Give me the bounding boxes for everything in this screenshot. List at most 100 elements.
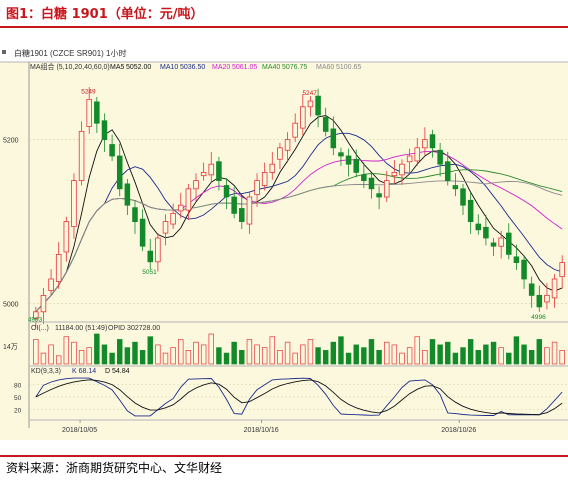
candle-body — [300, 106, 306, 129]
candle-body — [345, 155, 352, 165]
candle-body — [239, 208, 245, 222]
candle — [498, 230, 504, 259]
volume-bar — [391, 344, 398, 365]
candle — [284, 132, 291, 163]
volume-bar — [48, 344, 54, 365]
candle — [216, 156, 222, 191]
volume-bar — [170, 347, 176, 365]
candle-body — [116, 155, 123, 190]
volume-bar — [490, 341, 497, 365]
candle — [437, 142, 443, 177]
volume-bar — [506, 352, 512, 365]
kd-tick-label: 20 — [14, 408, 22, 415]
volume-bar — [284, 341, 291, 365]
candle-body — [399, 163, 405, 176]
candle — [124, 178, 131, 216]
candle — [368, 173, 375, 199]
candle-body — [216, 161, 222, 181]
candle-body — [490, 242, 497, 247]
candle-body — [536, 294, 543, 308]
candle — [40, 288, 47, 325]
candle — [55, 242, 62, 289]
candle — [338, 147, 344, 166]
candle — [86, 87, 92, 134]
candle — [330, 116, 337, 156]
volume-bar — [521, 344, 527, 365]
price-grid — [29, 139, 568, 304]
volume-bar — [528, 350, 535, 365]
source-rule — [0, 455, 568, 457]
candle-body — [452, 185, 459, 190]
volume-panel-label: OI(...) — [31, 325, 49, 332]
candle — [460, 183, 466, 216]
candle-body — [94, 101, 100, 124]
ma60-legend: MA60 — [316, 64, 334, 71]
candle-body — [368, 177, 375, 190]
kd-lines — [35, 377, 563, 417]
candle-body — [277, 147, 283, 160]
candle-body — [383, 180, 390, 198]
candle-body — [513, 256, 520, 264]
candle — [170, 203, 176, 229]
volume-bar — [147, 336, 153, 365]
candle — [239, 196, 245, 229]
date-tick-label: 2018/10/26 — [441, 427, 476, 434]
kd-tick-label: 80 — [14, 382, 22, 389]
candle-body — [376, 193, 382, 198]
volume-bar — [513, 336, 520, 365]
candle — [559, 255, 565, 289]
volume-bar — [269, 336, 276, 365]
candle-body — [223, 185, 230, 198]
opid-value: OPID 302728.00 — [108, 325, 160, 332]
source-note: 资料来源：浙商期货研究中心、文华财经 — [6, 461, 223, 475]
volume-bar — [338, 336, 344, 365]
volume-bar — [239, 350, 245, 365]
toolbar-icons[interactable] — [2, 50, 6, 54]
candle-body — [63, 221, 70, 253]
d-line — [35, 379, 563, 416]
candle-body — [284, 139, 291, 151]
volume-bar — [132, 341, 138, 365]
candle-body — [406, 155, 413, 163]
price-axis: 5200 5000 — [3, 138, 19, 309]
candle-body — [391, 171, 398, 177]
chart-area: 白糖1901 (CZCE SR901) 1小时 MA组合 (5,10,20,40… — [0, 40, 568, 440]
volume-bar — [353, 344, 359, 365]
candle-body — [559, 262, 565, 277]
candle — [94, 96, 100, 134]
price-annotation: 4996 — [531, 314, 546, 321]
candle — [345, 148, 352, 177]
candle — [414, 137, 421, 166]
candle-body — [261, 171, 268, 186]
candle-body — [338, 152, 344, 157]
candle-body — [48, 278, 54, 291]
candle — [139, 209, 146, 252]
candle — [391, 160, 398, 184]
price-annotation: 5051 — [142, 269, 157, 276]
candle — [200, 162, 207, 181]
candle — [185, 183, 192, 220]
candle — [193, 173, 199, 202]
candle-body — [506, 232, 512, 255]
candle-body — [292, 122, 298, 138]
candle-body — [460, 188, 466, 206]
candle — [78, 121, 85, 186]
price-annotation: 4993 — [28, 316, 43, 323]
candle — [116, 143, 123, 197]
volume-tick: 14万 — [3, 343, 18, 351]
candle-body — [322, 117, 329, 132]
candle — [475, 214, 482, 235]
candle — [63, 216, 70, 262]
volume-bar — [414, 336, 420, 365]
volume-bar — [117, 339, 123, 365]
candle-body — [200, 171, 207, 177]
volume-bar — [139, 350, 146, 365]
volume-bar — [368, 339, 375, 365]
candle-body — [78, 131, 85, 182]
ma60-legend-value: 5100.65 — [336, 64, 361, 71]
candle — [353, 149, 359, 178]
date-tick-label: 2018/10/05 — [62, 427, 97, 434]
candlestick-chart: 白糖1901 (CZCE SR901) 1小时 MA组合 (5,10,20,40… — [0, 40, 568, 434]
ma40-legend-value: 5076.75 — [282, 64, 307, 71]
ma20-legend: MA20 — [212, 64, 230, 71]
